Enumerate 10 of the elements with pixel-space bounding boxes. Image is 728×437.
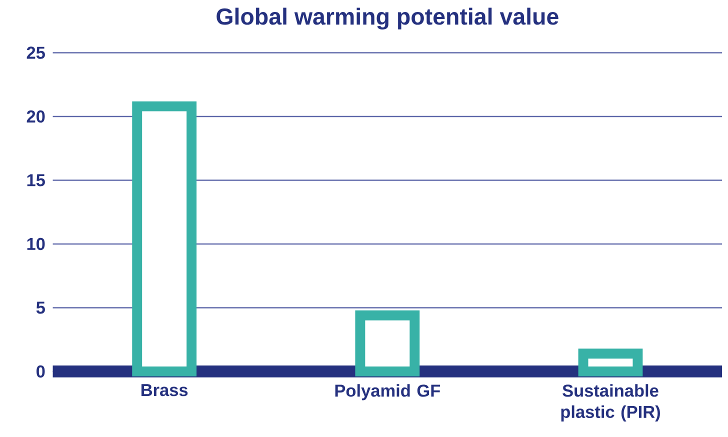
x-tick-label: Brass [141,384,188,396]
y-tick-label: 10 [27,238,45,250]
y-tick-label: 20 [26,110,45,123]
y-tick-label: 0 [36,365,45,378]
y-tick-label: 5 [36,302,45,314]
y-tick-label: 15 [27,174,45,186]
x-tick-label: Polyamid GF [335,384,440,400]
x-tick-label: Sustainable plastic (PIR) [561,384,660,422]
chart-title: Global warming potential value [216,8,558,30]
y-tick-label: 25 [26,46,45,59]
